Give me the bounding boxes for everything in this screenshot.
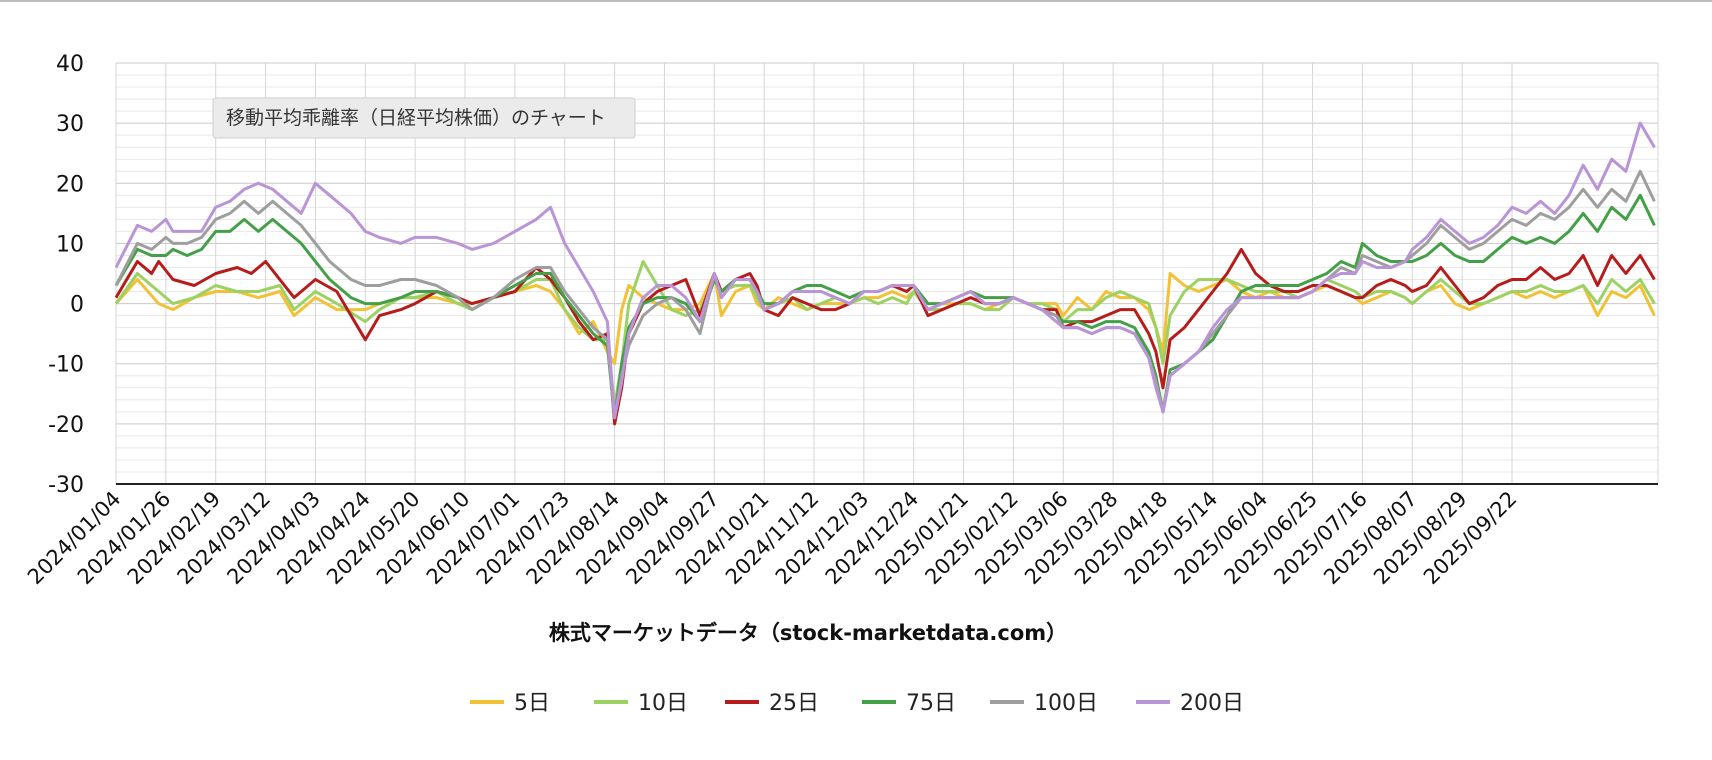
x-axis: 2024/01/042024/01/262024/02/192024/03/12…	[23, 487, 1522, 590]
y-tick-label: -10	[48, 353, 84, 378]
chart-grid	[115, 62, 1659, 485]
y-tick-label: 0	[70, 293, 84, 318]
legend-label: 75日	[906, 691, 956, 716]
legend-label: 5日	[514, 691, 550, 716]
series-line-10日	[114, 260, 1656, 408]
legend: 5日 10日 25日 75日 100日 200日	[470, 691, 1244, 716]
legend-label: 10日	[638, 691, 688, 716]
legend-label: 200日	[1180, 691, 1244, 716]
y-tick-label: 40	[56, 52, 84, 77]
series-lines	[114, 121, 1656, 426]
series-line-200日	[114, 121, 1656, 420]
legend-label: 100日	[1034, 691, 1098, 716]
y-tick-label: 30	[56, 112, 84, 137]
chart-annotation: 移動平均乖離率（日経平均株価）のチャート	[226, 107, 606, 129]
y-tick-label: 20	[56, 172, 84, 197]
legend-label: 25日	[769, 691, 819, 716]
y-tick-label: -30	[48, 473, 84, 498]
y-tick-label: 10	[56, 232, 84, 257]
y-axis: 40 30 20 10 0 -10 -20 -30	[48, 52, 84, 498]
x-axis-title: 株式マーケットデータ（stock-marketdata.com）	[549, 621, 1067, 645]
chart-annotation-box: 移動平均乖離率（日経平均株価）のチャート	[212, 97, 636, 139]
y-tick-label: -20	[48, 413, 84, 438]
